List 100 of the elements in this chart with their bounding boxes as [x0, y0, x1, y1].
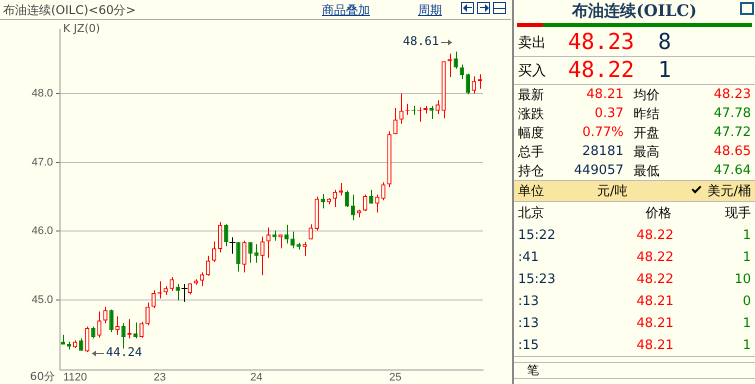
text: 买入	[518, 62, 546, 78]
text: 现手	[724, 206, 751, 221]
candlestick	[381, 182, 386, 201]
text: 1	[742, 250, 751, 264]
y-tick-label: 47.0	[32, 156, 53, 168]
text: :13	[518, 294, 539, 308]
x-axis-title: 60分	[30, 369, 55, 384]
text: 449057	[574, 163, 624, 178]
candlestick	[369, 189, 374, 204]
text: 48.21	[586, 87, 624, 102]
text: 昨结	[634, 106, 660, 122]
candlestick	[79, 338, 84, 352]
candlestick	[308, 224, 313, 240]
candlestick	[472, 76, 476, 94]
text: 美元/桶	[708, 184, 751, 199]
chart-title: 布油连续(OILC)<60分>	[3, 2, 136, 19]
text: :13	[518, 316, 539, 330]
candlestick	[170, 276, 174, 292]
text: 元/吨	[596, 184, 628, 199]
x-tick-label: 23	[154, 372, 166, 384]
y-tick-label: 48.0	[32, 88, 53, 100]
text: 幅度	[518, 126, 544, 140]
text: 48.21	[636, 294, 674, 308]
text: 48.23	[568, 30, 634, 55]
candlestick	[363, 194, 368, 212]
candlestick	[91, 326, 96, 339]
annotation: 48.61	[402, 34, 439, 48]
candlestick	[278, 234, 283, 249]
text: 笔	[527, 363, 539, 377]
candlestick	[272, 230, 277, 242]
text: 1	[742, 228, 751, 242]
text: 48.21	[636, 316, 674, 330]
text: 总手	[518, 144, 544, 160]
candlestick	[236, 242, 240, 272]
candlestick	[454, 51, 458, 70]
candlestick	[85, 326, 90, 353]
text: 涨跌	[518, 106, 544, 122]
text: 15:23	[518, 272, 556, 286]
text: 0.37	[594, 106, 624, 121]
candlestick	[152, 290, 156, 309]
candlestick	[399, 93, 404, 124]
text: 1	[742, 316, 751, 330]
candlestick	[139, 321, 144, 338]
annotation: 44.24	[106, 345, 142, 359]
text: 48.22	[636, 272, 674, 286]
text: 28181	[582, 144, 624, 159]
text: 持仓	[518, 164, 544, 178]
text: 商品叠加	[322, 2, 370, 19]
candlestick	[266, 227, 271, 258]
text: 卖出	[518, 34, 546, 50]
text: 15:22	[518, 228, 556, 242]
candlestick	[254, 244, 259, 264]
candlestick	[109, 308, 114, 333]
text: 47.78	[714, 106, 751, 121]
candlestick	[290, 231, 295, 249]
text: 1	[658, 58, 672, 83]
text: 47.72	[714, 125, 751, 140]
text: 8	[658, 30, 672, 55]
candlestick	[206, 255, 210, 276]
candlestick	[260, 236, 265, 276]
text: 单位	[518, 184, 544, 199]
text: 48.22	[636, 228, 674, 242]
candlestick	[393, 107, 398, 135]
y-tick-label: 45.0	[32, 294, 53, 306]
text: 布油连续(OILC)	[570, 0, 698, 22]
candlestick	[133, 322, 138, 339]
candlestick	[302, 242, 307, 256]
candlestick	[375, 194, 380, 214]
candlestick	[224, 224, 228, 247]
text: :41	[518, 250, 539, 264]
candlestick	[436, 100, 440, 115]
candlestick	[146, 302, 150, 326]
candlestick	[460, 64, 464, 80]
text: 北京	[518, 206, 544, 221]
candlestick	[176, 284, 180, 302]
text: 价格	[646, 206, 672, 221]
candlestick	[284, 224, 289, 244]
candlestick	[242, 240, 246, 273]
text: 开盘	[634, 126, 660, 140]
text: 48.21	[636, 338, 674, 352]
text: :15	[518, 338, 539, 352]
text: 最高	[634, 144, 660, 160]
candlestick	[103, 306, 108, 324]
x-tick-label: 25	[389, 372, 402, 384]
text: 10	[734, 272, 751, 286]
annotation: K JZ(0)	[63, 22, 100, 35]
text: 48.23	[714, 87, 751, 102]
text: 47.64	[714, 163, 751, 178]
x-tick-label: 24	[250, 372, 263, 384]
candlestick	[332, 189, 338, 208]
y-tick-label: 46.0	[32, 225, 53, 238]
x-tick-label: 1120	[63, 372, 87, 384]
text: 48.22	[568, 58, 634, 83]
candlestick	[344, 190, 350, 208]
text: 48.65	[714, 144, 751, 159]
candlestick	[350, 194, 356, 221]
text: 1	[742, 338, 751, 352]
text: 最新	[518, 88, 544, 102]
text: 周期	[418, 2, 442, 19]
text: 0	[742, 294, 751, 308]
